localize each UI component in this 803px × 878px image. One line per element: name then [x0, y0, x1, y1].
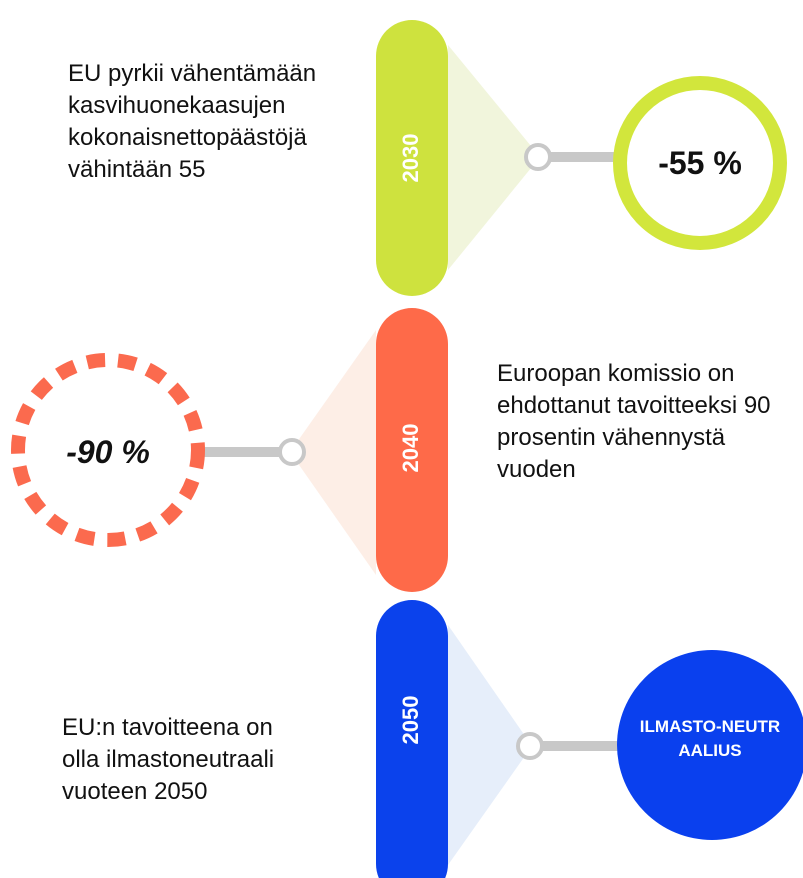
description: Euroopan komissio on ehdottanut tavoitte…: [497, 360, 771, 483]
year-pill: [376, 308, 448, 592]
value-label: -55 %: [658, 144, 742, 181]
year-label: 2030: [398, 134, 423, 183]
dot: [516, 732, 544, 760]
description: EU pyrkii vähentämään kasvihuonekaasujen…: [68, 60, 317, 183]
dot: [278, 438, 306, 466]
year-label: 2050: [398, 696, 423, 745]
year-label: 2040: [398, 424, 423, 473]
value-label: ILMASTO-NEUTRAALIUS: [639, 717, 781, 760]
wedge: [290, 330, 376, 575]
value-label: -90 %: [66, 433, 150, 470]
wedge: [448, 45, 540, 270]
value-circle: [617, 650, 803, 840]
wedge: [448, 625, 532, 865]
value-circle: [613, 76, 787, 250]
year-pill: [376, 20, 448, 296]
value-circle: [11, 353, 205, 547]
year-pill: [376, 600, 448, 878]
dot: [524, 143, 552, 171]
description: EU:n tavoitteena on olla ilmastoneutraal…: [62, 714, 275, 805]
